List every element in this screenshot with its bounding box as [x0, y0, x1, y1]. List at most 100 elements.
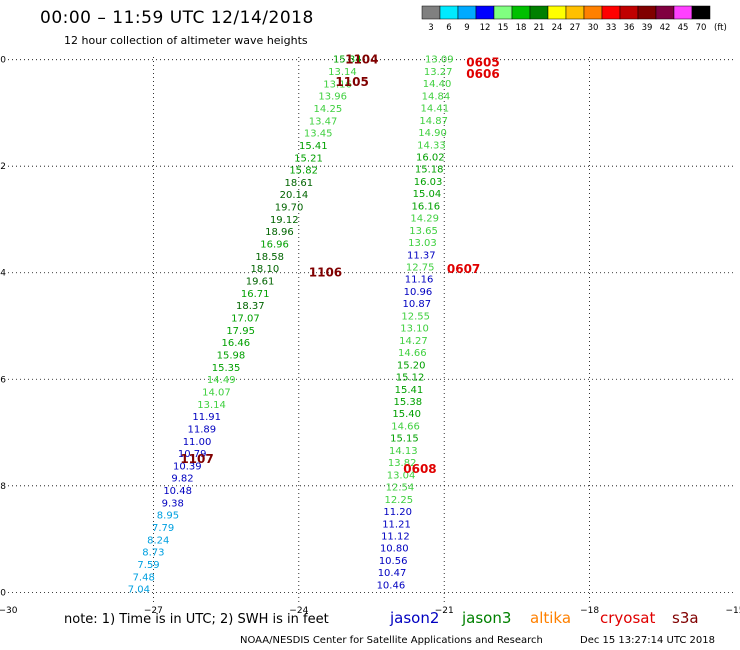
- track-right-swh-value: 15.12: [396, 373, 425, 384]
- track-left-swh-value: 18.96: [265, 227, 294, 238]
- colorbar-tick-label: 42: [660, 23, 671, 33]
- track-left-swh-value: 10.48: [163, 486, 192, 497]
- track-left-swh-value: 13.14: [328, 67, 357, 78]
- track-left-swh-value: 18.37: [236, 301, 265, 312]
- track-left-swh-value: 16.46: [221, 338, 250, 349]
- pass-time-label: 0607: [447, 262, 480, 276]
- track-right-swh-value: 11.20: [383, 507, 412, 518]
- pass-time-label: 0605: [466, 55, 499, 69]
- colorbar-tick-label: 12: [480, 23, 491, 33]
- track-right-swh-value: 10.47: [378, 568, 407, 579]
- track-left-swh-value: 17.07: [231, 314, 260, 325]
- track-right-swh-value: 11.12: [381, 532, 410, 543]
- track-left-swh-value: 11.89: [188, 424, 217, 435]
- track-left-swh-value: 15.34: [333, 55, 362, 66]
- track-right-swh-value: 12.25: [384, 495, 413, 506]
- track-left-swh-value: 11.91: [192, 412, 221, 423]
- colorbar-tick-label: 18: [516, 23, 527, 33]
- lat-tick-label: −40: [0, 56, 6, 66]
- track-right-swh-value: 14.27: [399, 336, 428, 347]
- track-left-swh-value: 15.21: [294, 153, 323, 164]
- track-left-swh-value: 17.95: [226, 326, 255, 337]
- lat-tick-label: −50: [0, 588, 6, 598]
- track-left-swh-value: 19.61: [246, 277, 275, 288]
- colorbar-unit-label: (ft): [714, 23, 727, 33]
- track-left-swh-value: 7.48: [133, 572, 155, 583]
- legend-item-jason2: jason2: [390, 609, 440, 627]
- pass-time-label: 0608: [403, 462, 436, 476]
- track-right-swh-value: 12.75: [406, 263, 435, 274]
- track-left-swh-value: 13.47: [309, 116, 338, 127]
- lat-tick-label: −46: [0, 375, 6, 385]
- colorbar-tick-label: 30: [588, 23, 599, 33]
- colorbar-tick-label: 6: [446, 23, 451, 33]
- pass-time-label: 0606: [466, 67, 499, 81]
- colorbar-tick-label: 45: [678, 23, 689, 33]
- track-left-swh-value: 19.70: [275, 203, 304, 214]
- track-right-swh-value: 13.82: [388, 458, 417, 469]
- track-left-swh-value: 13.45: [304, 129, 333, 140]
- track-left-swh-value: 13.16: [323, 79, 352, 90]
- lon-tick-label: −21: [435, 606, 454, 616]
- track-left-swh-value: 8.24: [147, 535, 169, 546]
- credit-text: NOAA/NESDIS Center for Satellite Applica…: [240, 635, 543, 646]
- track-left-swh-value: 10.39: [173, 461, 202, 472]
- lat-tick-label: −42: [0, 162, 6, 172]
- colorbar-tick-label: 70: [696, 23, 707, 33]
- track-left-swh-value: 15.82: [289, 166, 318, 177]
- colorbar-tick-label: 24: [552, 23, 563, 33]
- track-left-swh-value: 15.35: [212, 363, 241, 374]
- track-left-swh-value: 14.07: [202, 387, 231, 398]
- track-left-swh-value: 8.73: [142, 548, 164, 559]
- track-right-swh-value: 14.87: [419, 116, 448, 127]
- lat-tick-label: −44: [0, 269, 6, 279]
- track-right-swh-value: 13.09: [425, 55, 454, 66]
- colorbar-tick-label: 3: [428, 23, 433, 33]
- timestamp-text: Dec 15 13:27:14 UTC 2018: [580, 635, 715, 646]
- track-left-swh-value: 15.41: [299, 141, 328, 152]
- track-left-swh-value: 7.04: [128, 585, 150, 596]
- lon-tick-label: −24: [289, 606, 308, 616]
- track-right-swh-value: 15.15: [390, 434, 419, 445]
- track-right-swh-value: 15.18: [415, 165, 444, 176]
- track-right-swh-value: 10.96: [404, 287, 433, 298]
- track-left-swh-value: 18.10: [251, 264, 280, 275]
- pass-time-label: 1104: [345, 53, 378, 67]
- pass-time-label: 1105: [335, 75, 368, 89]
- track-left-swh-value: 16.96: [260, 240, 289, 251]
- track-right-swh-value: 10.87: [402, 299, 431, 310]
- track-right-swh-value: 13.03: [408, 238, 437, 249]
- lon-tick-label: −15: [726, 606, 740, 616]
- colorbar-tick-label: 27: [570, 23, 581, 33]
- track-right-swh-value: 11.21: [382, 519, 411, 530]
- track-right-swh-value: 14.66: [398, 348, 427, 359]
- track-right-swh-value: 10.80: [380, 544, 409, 555]
- track-right-swh-value: 14.29: [410, 214, 439, 225]
- lon-tick-label: −27: [144, 606, 163, 616]
- track-right-swh-value: 16.02: [416, 152, 445, 163]
- legend-item-cryosat: cryosat: [600, 609, 656, 627]
- page-subtitle: 12 hour collection of altimeter wave hei…: [64, 34, 308, 47]
- track-right-swh-value: 12.54: [386, 483, 415, 494]
- track-right-swh-value: 13.10: [400, 324, 429, 335]
- track-right-swh-value: 13.04: [387, 470, 416, 481]
- track-left-swh-value: 18.58: [255, 252, 284, 263]
- track-left-swh-value: 19.12: [270, 215, 299, 226]
- track-right-swh-value: 13.27: [424, 67, 453, 78]
- track-left-swh-value: 9.82: [171, 474, 193, 485]
- track-right-swh-value: 15.04: [413, 189, 442, 200]
- legend-item-altika: altika: [530, 609, 572, 627]
- legend-item-jason3: jason3: [462, 609, 512, 627]
- track-right-swh-value: 16.03: [414, 177, 443, 188]
- track-left-swh-value: 15.98: [217, 350, 246, 361]
- track-right-swh-value: 11.37: [407, 250, 436, 261]
- track-right-swh-value: 14.66: [391, 421, 420, 432]
- track-right-swh-value: 14.13: [389, 446, 418, 457]
- track-right-swh-value: 11.16: [405, 275, 434, 286]
- track-left-swh-value: 8.95: [157, 511, 179, 522]
- colorbar-tick-label: 9: [464, 23, 469, 33]
- lon-tick-label: −18: [580, 606, 599, 616]
- track-left-swh-value: 18.61: [284, 178, 313, 189]
- track-right-swh-value: 14.40: [423, 79, 452, 90]
